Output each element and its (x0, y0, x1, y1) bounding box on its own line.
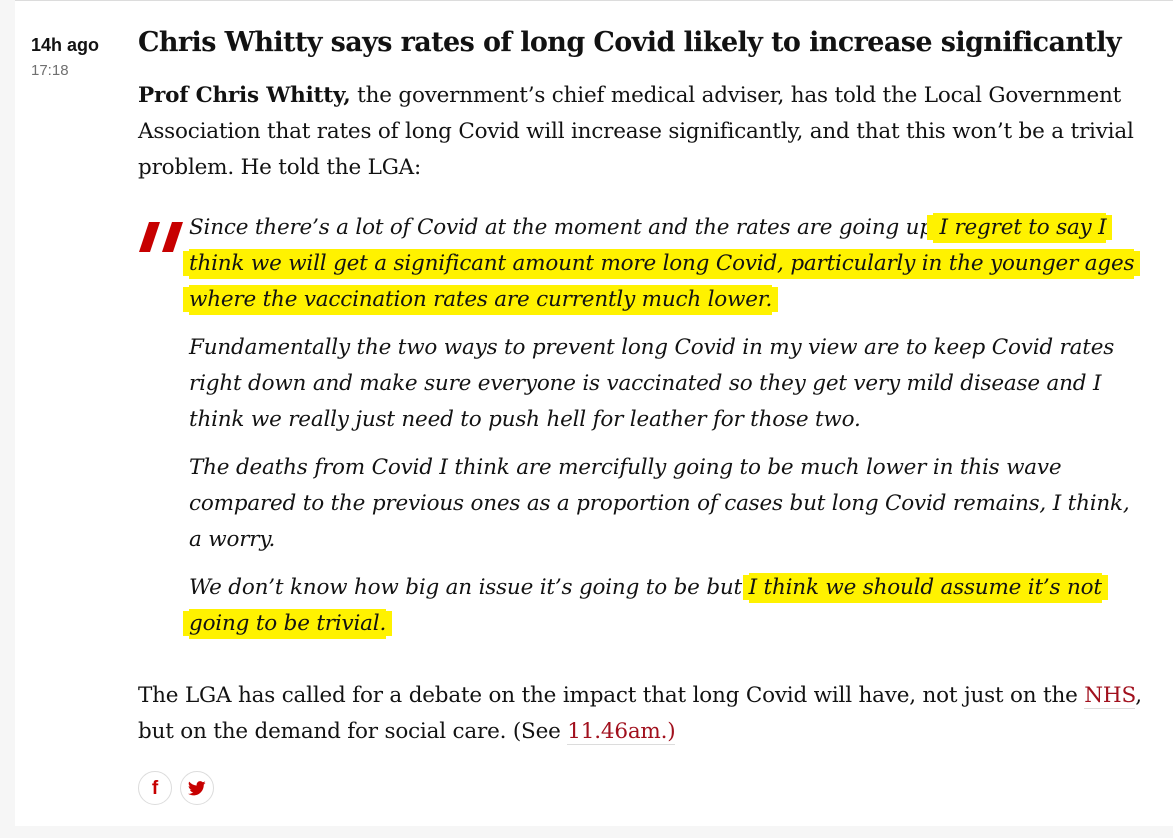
blockquote: Since there’s a lot of Covid at the mome… (138, 210, 1148, 642)
quote-mark-icon (139, 222, 183, 252)
entry-headline: Chris Whitty says rates of long Covid li… (138, 27, 1122, 58)
share-buttons: f (138, 771, 214, 805)
intro-bold-name: Prof Chris Whitty, (138, 83, 351, 108)
nhs-link[interactable]: NHS (1084, 683, 1136, 709)
liveblog-entry: 14h ago 17:18 Chris Whitty says rates of… (15, 0, 1173, 826)
outro-text: , but on the demand for social care. (Se… (138, 683, 1142, 744)
outro-text: The LGA has called for a debate on the i… (138, 683, 1085, 708)
quote-paragraph-4: We don’t know how big an issue it’s goin… (189, 570, 1148, 642)
intro-paragraph: Prof Chris Whitty, the government’s chie… (138, 78, 1148, 186)
facebook-share-button[interactable]: f (138, 771, 172, 805)
time-published: 17:18 (31, 62, 69, 79)
outro-paragraph: The LGA has called for a debate on the i… (138, 678, 1148, 750)
entry-timestamp: 14h ago 17:18 (31, 33, 131, 81)
quote-text: We don’t know how big an issue it’s goin… (189, 575, 749, 600)
quote-text: Since there’s a lot of Covid at the mome… (189, 215, 933, 240)
entry-time-link[interactable]: 11.46am.) (567, 719, 676, 745)
quote-paragraph-1: Since there’s a lot of Covid at the mome… (189, 210, 1148, 318)
twitter-share-button[interactable] (180, 771, 214, 805)
quote-paragraph-3: The deaths from Covid I think are mercif… (189, 455, 1130, 552)
twitter-icon (188, 780, 206, 795)
time-ago: 14h ago (31, 35, 100, 55)
intro-text: the government’s chief medical adviser, … (138, 83, 1134, 180)
entry-body: Chris Whitty says rates of long Covid li… (138, 23, 1148, 750)
facebook-icon: f (151, 777, 159, 799)
quote-paragraph-2: Fundamentally the two ways to prevent lo… (189, 335, 1115, 432)
